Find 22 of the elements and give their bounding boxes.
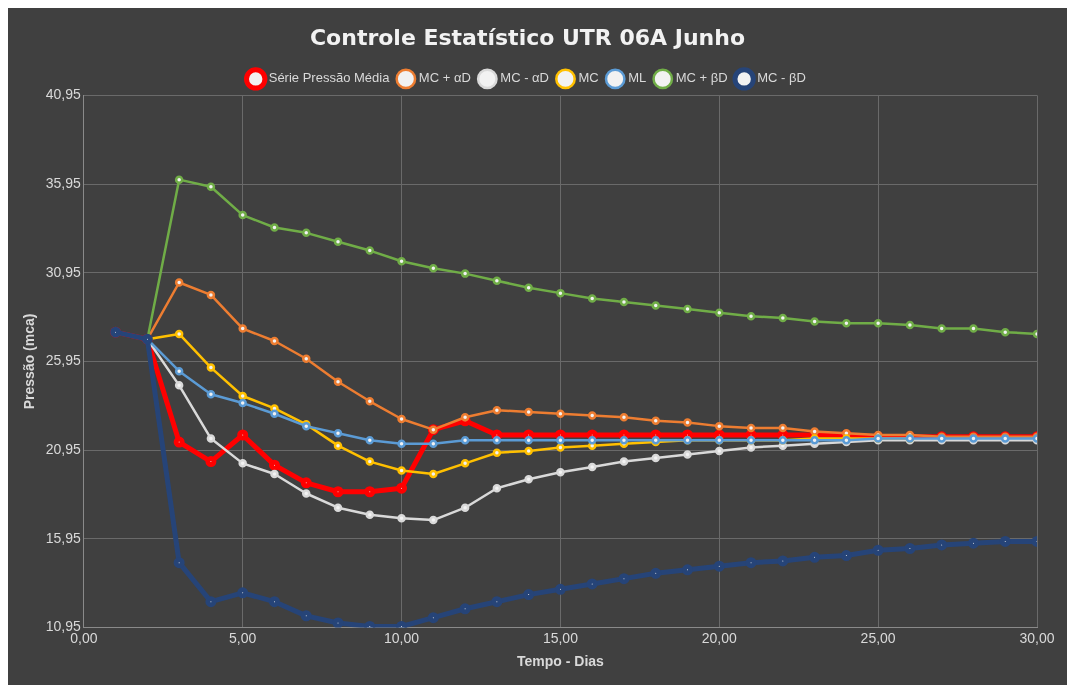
y-tick-label: 25,95: [45, 352, 82, 369]
legend-label: Série Pressão Média: [268, 70, 391, 86]
x-tick-label: 10,00: [384, 629, 420, 646]
legend-label: MC + βD: [675, 70, 728, 86]
x-tick-label: 5,00: [229, 629, 257, 646]
legend-label: MC + αD: [418, 70, 471, 86]
y-axis-title: Pressão (mca): [21, 313, 38, 410]
y-tick-label: 15,95: [45, 529, 82, 546]
legend-label: MC - αD: [500, 70, 549, 86]
y-tick-label: 35,95: [45, 174, 82, 191]
legend-label: MC: [578, 70, 599, 86]
x-axis-title: Tempo - Dias: [516, 653, 605, 670]
y-tick-label: 20,95: [45, 440, 82, 457]
legend-label: MC - βD: [757, 70, 806, 86]
x-tick-label: 15,00: [542, 629, 579, 646]
x-tick-label: 25,00: [860, 629, 896, 646]
legend-label: ML: [628, 70, 647, 86]
x-tick-label: 30,00: [1019, 629, 1055, 646]
chart-title: Controle Estatístico UTR 06A Junho: [309, 24, 746, 50]
y-tick-label: 30,95: [45, 263, 82, 280]
x-tick-label: 20,00: [701, 629, 737, 646]
y-tick-label: 40,95: [45, 86, 82, 103]
